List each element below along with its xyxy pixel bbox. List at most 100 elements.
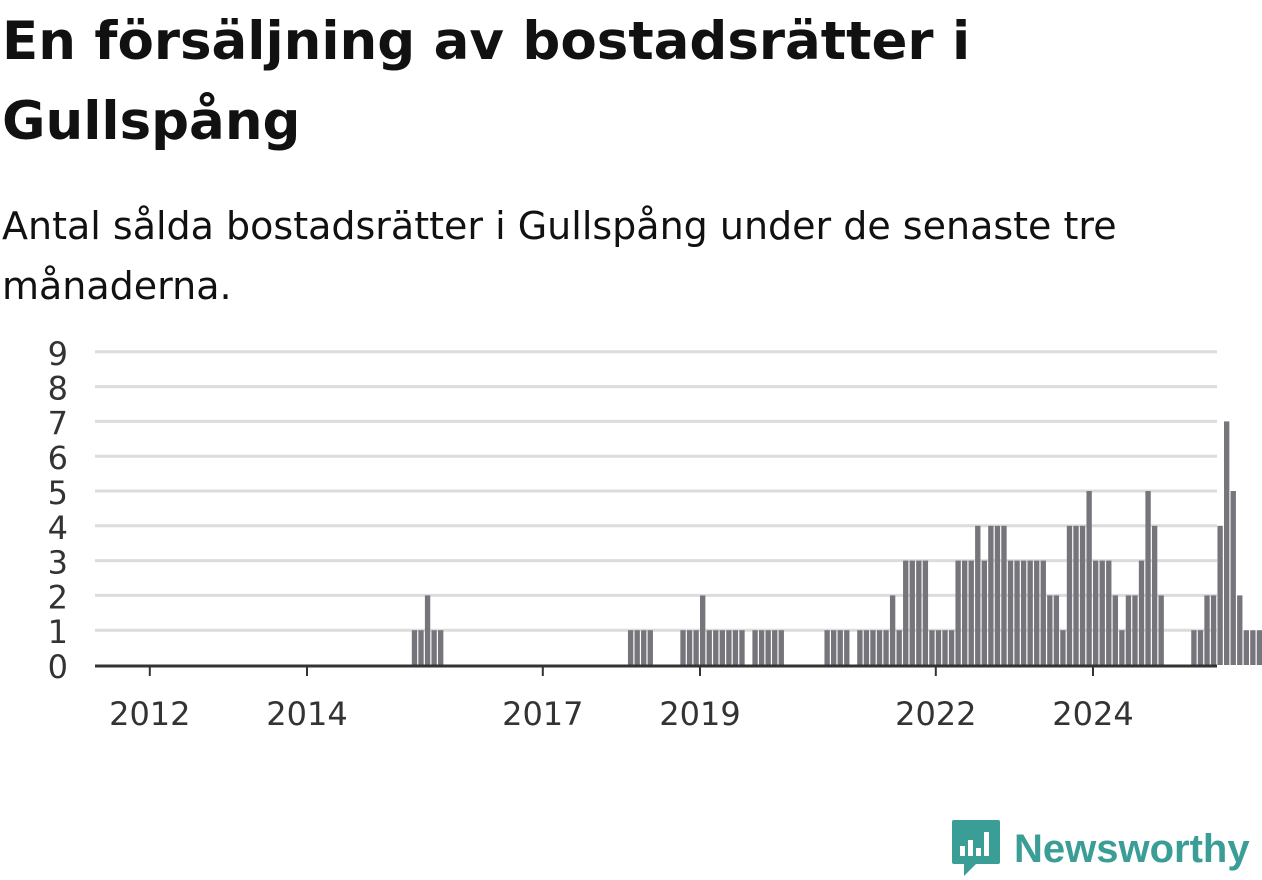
bar <box>962 560 968 665</box>
x-axis-ticks: 2012 2014 2017 2019 2022 2024 <box>109 666 1134 733</box>
bar <box>1066 525 1073 665</box>
bar <box>909 560 915 665</box>
bar <box>1060 630 1066 665</box>
bar <box>994 525 1001 665</box>
bar <box>922 560 929 665</box>
gridlines <box>95 350 1217 632</box>
bar <box>929 630 935 665</box>
x-tick-label: 2022 <box>895 695 976 733</box>
bar <box>1093 560 1099 665</box>
y-tick-label: 8 <box>48 370 68 408</box>
bar <box>863 630 870 665</box>
bar <box>1151 525 1158 665</box>
y-tick-label: 3 <box>48 544 68 582</box>
bar <box>1079 525 1086 665</box>
bar <box>680 630 686 665</box>
bar <box>844 630 850 665</box>
bar <box>1230 491 1236 665</box>
bar <box>968 560 974 665</box>
bar <box>641 630 647 665</box>
bar <box>903 560 909 665</box>
bar <box>726 630 732 665</box>
y-tick-label: 4 <box>48 509 68 547</box>
bar <box>1086 491 1092 665</box>
x-tick-label: 2024 <box>1052 695 1133 733</box>
bar <box>955 560 961 665</box>
y-tick-label: 9 <box>48 335 68 373</box>
bar <box>1243 630 1249 665</box>
bar <box>1112 595 1118 665</box>
bar <box>765 630 771 665</box>
bar <box>418 630 424 665</box>
bar <box>837 630 843 665</box>
x-tick-label: 2014 <box>266 695 347 733</box>
x-tick-label: 2019 <box>659 695 740 733</box>
bar <box>824 630 830 665</box>
bar <box>438 630 444 665</box>
bar <box>693 630 699 665</box>
newsworthy-logo-icon <box>952 820 1000 876</box>
bar <box>1073 525 1079 665</box>
bar <box>627 630 634 665</box>
bar <box>1224 421 1230 665</box>
bar <box>686 630 693 665</box>
bar <box>1158 595 1164 665</box>
y-tick-label: 7 <box>48 404 68 442</box>
bar <box>752 630 758 665</box>
bar <box>1191 630 1197 665</box>
bar <box>948 630 955 665</box>
bar <box>1020 560 1027 665</box>
bar <box>1007 560 1014 665</box>
bar <box>732 630 739 665</box>
bar <box>1217 525 1223 665</box>
bar <box>883 630 889 665</box>
bar <box>1001 525 1007 665</box>
bar <box>1047 595 1053 665</box>
bar <box>975 525 981 665</box>
bar <box>1256 630 1262 665</box>
y-tick-label: 5 <box>48 474 68 512</box>
bar <box>1053 595 1060 665</box>
bar <box>700 595 706 665</box>
x-tick-label: 2012 <box>109 695 190 733</box>
bars <box>411 421 1262 665</box>
bar <box>889 595 896 665</box>
y-tick-label: 6 <box>48 439 68 477</box>
bar <box>1138 560 1145 665</box>
bar <box>876 630 883 665</box>
logo-text: Newsworthy <box>1014 826 1250 871</box>
bar <box>1014 560 1020 665</box>
bar <box>942 630 948 665</box>
bar <box>647 630 653 665</box>
chart-subtitle: Antal sålda bostadsrätter i Gullspång un… <box>2 204 1117 308</box>
newsworthy-logo: Newsworthy <box>950 818 1250 880</box>
bar <box>1132 595 1138 665</box>
bar <box>916 560 922 665</box>
chart-title: En försäljning av bostadsrätter i Gullsp… <box>2 11 971 152</box>
bar <box>1145 491 1151 665</box>
x-tick-label: 2017 <box>502 695 583 733</box>
bar <box>1125 595 1132 665</box>
bar <box>1034 560 1040 665</box>
y-tick-label: 1 <box>48 613 68 651</box>
bar <box>1040 560 1046 665</box>
bar <box>1204 595 1210 665</box>
bar <box>896 630 902 665</box>
bar <box>634 630 640 665</box>
bar <box>1119 630 1125 665</box>
bar <box>935 630 942 665</box>
bar <box>857 630 863 665</box>
bar <box>1027 560 1033 665</box>
y-tick-label: 0 <box>48 648 68 686</box>
bar <box>758 630 765 665</box>
bar <box>739 630 745 665</box>
bar <box>1210 595 1217 665</box>
bar <box>411 630 418 665</box>
bar <box>981 560 987 665</box>
bar <box>1106 560 1112 665</box>
bar <box>713 630 719 665</box>
bar <box>772 630 778 665</box>
bar <box>424 595 431 665</box>
